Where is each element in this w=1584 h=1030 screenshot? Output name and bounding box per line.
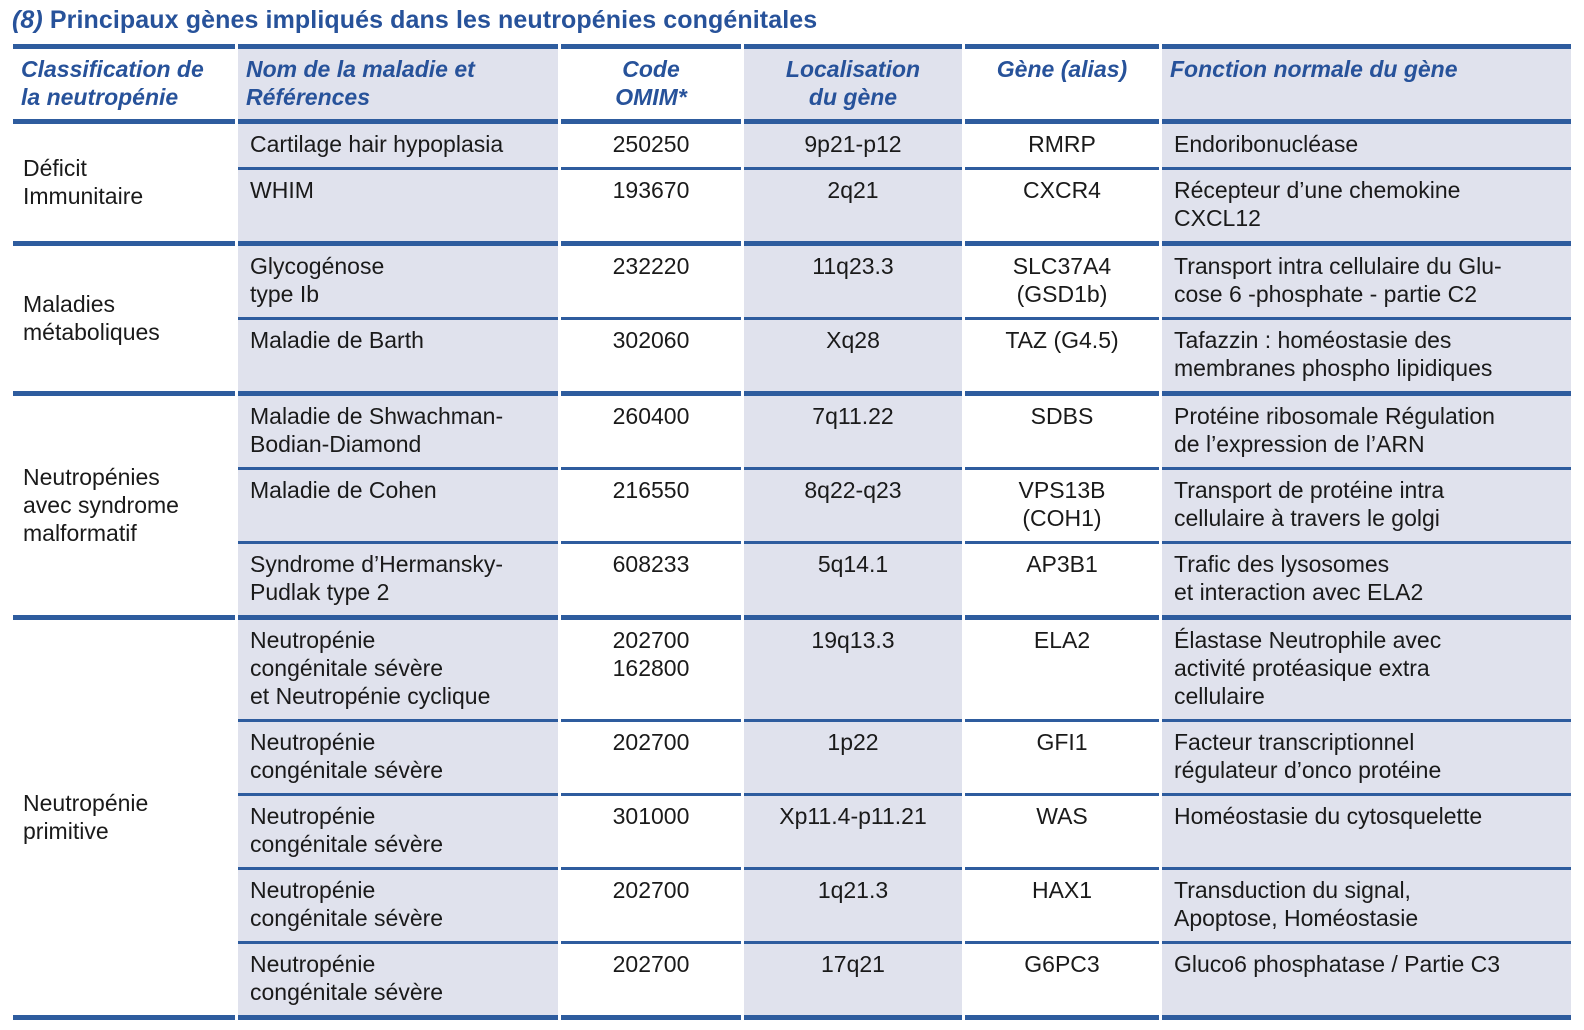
- column-header-classification: Classification de la neutropénie: [13, 44, 235, 124]
- cell-omim: 250250: [561, 124, 741, 170]
- classification-cell: Neutropénies avec syndrome malformatif: [13, 396, 235, 620]
- cell-localisation: 19q13.3: [744, 620, 962, 722]
- cell-localisation: 17q21: [744, 944, 962, 1020]
- cell-maladie: Neutropénie congénitale sévère: [238, 944, 558, 1020]
- cell-fonction: Facteur transcriptionnel régulateur d’on…: [1162, 722, 1571, 796]
- cell-gene: G6PC3: [965, 944, 1159, 1020]
- cell-gene: HAX1: [965, 870, 1159, 944]
- cell-omim: 216550: [561, 470, 741, 544]
- table-row: Neutropénie congénitale sévère 202700 1p…: [13, 722, 1571, 796]
- cell-maladie: Cartilage hair hypoplasia: [238, 124, 558, 170]
- cell-localisation: Xq28: [744, 320, 962, 396]
- cell-omim: 202700: [561, 944, 741, 1020]
- cell-localisation: 1p22: [744, 722, 962, 796]
- cell-maladie: Glycogénose type Ib: [238, 246, 558, 320]
- table-row: Neutropénie congénitale sévère 301000 Xp…: [13, 796, 1571, 870]
- cell-maladie: Maladie de Barth: [238, 320, 558, 396]
- table-row: Maladie de Cohen 216550 8q22-q23 VPS13B …: [13, 470, 1571, 544]
- cell-omim: 301000: [561, 796, 741, 870]
- cell-fonction: Trafic des lysosomes et interaction avec…: [1162, 544, 1571, 620]
- table-row: Syndrome d’Hermansky- Pudlak type 2 6082…: [13, 544, 1571, 620]
- cell-omim: 232220: [561, 246, 741, 320]
- cell-localisation: 5q14.1: [744, 544, 962, 620]
- cell-localisation: 7q11.22: [744, 396, 962, 470]
- table-row: Neutropénie primitive Neutropénie congén…: [13, 620, 1571, 1020]
- cell-omim: 302060: [561, 320, 741, 396]
- cell-gene: ELA2: [965, 620, 1159, 722]
- cell-fonction: Transport intra cellulaire du Glu- cose …: [1162, 246, 1571, 320]
- cell-fonction: Récepteur d’une chemokine CXCL12: [1162, 170, 1571, 246]
- cell-fonction: Élastase Neutrophile avec activité proté…: [1162, 620, 1571, 722]
- cell-fonction: Protéine ribosomale Régulation de l’expr…: [1162, 396, 1571, 470]
- cell-fonction: Tafazzin : homéostasie des membranes pho…: [1162, 320, 1571, 396]
- cell-gene: SLC37A4 (GSD1b): [965, 246, 1159, 320]
- cell-maladie: WHIM: [238, 170, 558, 246]
- classification-cell: Maladies métaboliques: [13, 246, 235, 396]
- cell-localisation: 9p21-p12: [744, 124, 962, 170]
- table-header-row: Classification de la neutropénie Nom de …: [13, 44, 1571, 124]
- cell-maladie: Syndrome d’Hermansky- Pudlak type 2: [238, 544, 558, 620]
- classification-cell: Déficit Immunitaire: [13, 124, 235, 246]
- cell-gene: AP3B1: [965, 544, 1159, 620]
- page-title: (8) Principaux gènes impliqués dans les n…: [12, 6, 1574, 35]
- table-row: Neutropénies avec syndrome malformatif M…: [13, 396, 1571, 620]
- cell-fonction: Transduction du signal, Apoptose, Homéos…: [1162, 870, 1571, 944]
- cell-localisation: Xp11.4-p11.21: [744, 796, 962, 870]
- cell-gene: RMRP: [965, 124, 1159, 170]
- column-header-fonction: Fonction normale du gène: [1162, 44, 1571, 124]
- cell-maladie: Maladie de Shwachman- Bodian-Diamond: [238, 396, 558, 470]
- cell-maladie: Maladie de Cohen: [238, 470, 558, 544]
- column-header-gene: Gène (alias): [965, 44, 1159, 124]
- cell-omim: 202700: [561, 870, 741, 944]
- cell-fonction: Gluco6 phosphatase / Partie C3: [1162, 944, 1571, 1020]
- cell-maladie: Neutropénie congénitale sévère: [238, 722, 558, 796]
- cell-fonction: Transport de protéine intra cellulaire à…: [1162, 470, 1571, 544]
- cell-maladie: Neutropénie congénitale sévère et Neutro…: [238, 620, 558, 722]
- title-text: Principaux gènes impliqués dans les neut…: [49, 6, 818, 34]
- cell-omim: 202700: [561, 722, 741, 796]
- cell-gene: GFI1: [965, 722, 1159, 796]
- cell-maladie: Neutropénie congénitale sévère: [238, 870, 558, 944]
- column-header-maladie: Nom de la maladie et Références: [238, 44, 558, 124]
- table-row: Maladies métaboliques Glycogénose type I…: [13, 246, 1571, 396]
- cell-gene: SDBS: [965, 396, 1159, 470]
- table-row: Neutropénie congénitale sévère 202700 1q…: [13, 870, 1571, 944]
- cell-gene: WAS: [965, 796, 1159, 870]
- cell-omim: 608233: [561, 544, 741, 620]
- column-header-omim: Code OMIM*: [561, 44, 741, 124]
- cell-gene: VPS13B (COH1): [965, 470, 1159, 544]
- table-row: WHIM 193670 2q21 CXCR4 Récepteur d’une c…: [13, 170, 1571, 246]
- cell-localisation: 1q21.3: [744, 870, 962, 944]
- table-row: Neutropénie congénitale sévère 202700 17…: [13, 944, 1571, 1020]
- cell-omim: 193670: [561, 170, 741, 246]
- cell-maladie: Neutropénie congénitale sévère: [238, 796, 558, 870]
- cell-localisation: 8q22-q23: [744, 470, 962, 544]
- genes-table: Classification de la neutropénie Nom de …: [10, 44, 1574, 1020]
- cell-gene: CXCR4: [965, 170, 1159, 246]
- cell-fonction: Endoribonucléase: [1162, 124, 1571, 170]
- table-row: Déficit Immunitaire Cartilage hair hypop…: [13, 124, 1571, 246]
- cell-fonction: Homéostasie du cytosquelette: [1162, 796, 1571, 870]
- cell-omim: 260400: [561, 396, 741, 470]
- title-index: (8): [12, 6, 43, 34]
- cell-omim: 202700 162800: [561, 620, 741, 722]
- cell-localisation: 11q23.3: [744, 246, 962, 320]
- cell-gene: TAZ (G4.5): [965, 320, 1159, 396]
- table-row: Maladie de Barth 302060 Xq28 TAZ (G4.5) …: [13, 320, 1571, 396]
- classification-cell: Neutropénie primitive: [13, 620, 235, 1020]
- cell-localisation: 2q21: [744, 170, 962, 246]
- column-header-localisation: Localisation du gène: [744, 44, 962, 124]
